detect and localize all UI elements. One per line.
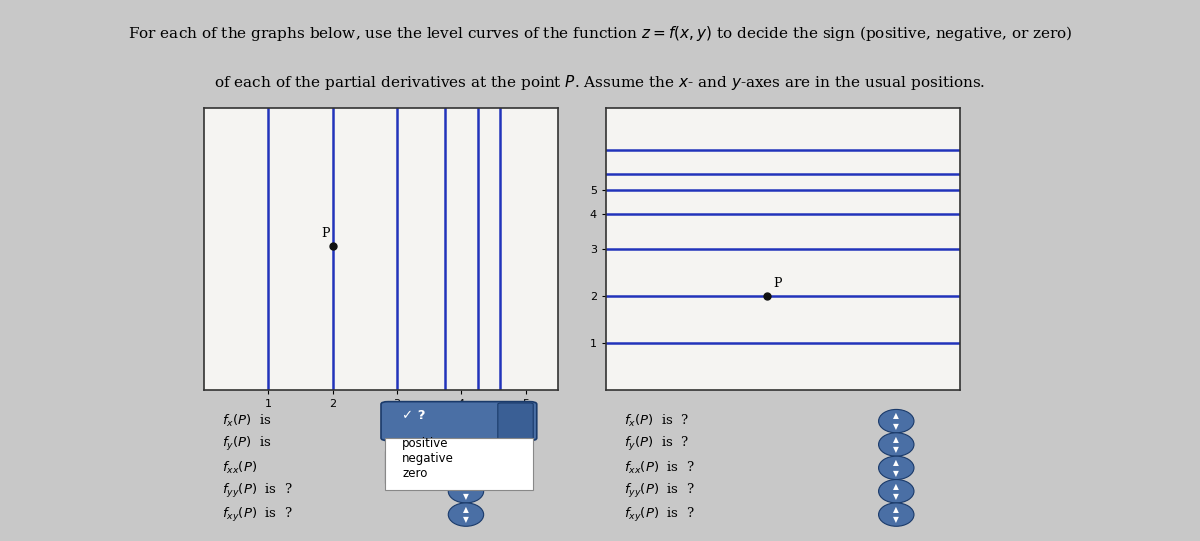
Text: ▲: ▲	[463, 505, 469, 514]
Text: For each of the graphs below, use the level curves of the function $z = f(x, y)$: For each of the graphs below, use the le…	[127, 24, 1073, 43]
Text: negative: negative	[402, 452, 454, 465]
Ellipse shape	[449, 479, 484, 503]
Text: $f_{yy}(P)$  is  ?: $f_{yy}(P)$ is ?	[624, 482, 695, 500]
Text: ▼: ▼	[463, 492, 469, 501]
Text: zero: zero	[402, 466, 427, 479]
Text: ▼: ▼	[463, 515, 469, 524]
Ellipse shape	[878, 479, 914, 503]
Text: $f_y(P)$  is  ?: $f_y(P)$ is ?	[624, 436, 689, 453]
Text: $f_{xy}(P)$  is  ?: $f_{xy}(P)$ is ?	[624, 506, 695, 524]
Text: ▼: ▼	[893, 445, 899, 454]
Text: P: P	[773, 278, 782, 291]
Text: ▲: ▲	[463, 481, 469, 491]
Text: ▲: ▲	[893, 411, 899, 420]
Text: ▲: ▲	[893, 435, 899, 444]
Text: of each of the partial derivatives at the point $P$. Assume the $x$- and $y$-axe: of each of the partial derivatives at th…	[215, 73, 985, 92]
Ellipse shape	[878, 456, 914, 479]
Text: ▼: ▼	[893, 469, 899, 478]
Text: ▼: ▼	[893, 492, 899, 501]
Text: $f_{xx}(P)$: $f_{xx}(P)$	[222, 460, 257, 476]
Ellipse shape	[878, 503, 914, 526]
Text: $f_y(P)$  is: $f_y(P)$ is	[222, 436, 271, 453]
FancyBboxPatch shape	[384, 438, 533, 490]
Ellipse shape	[878, 433, 914, 456]
Text: ▲: ▲	[893, 505, 899, 514]
Text: $f_{yy}(P)$  is  ?: $f_{yy}(P)$ is ?	[222, 482, 293, 500]
FancyBboxPatch shape	[498, 403, 533, 439]
Ellipse shape	[449, 503, 484, 526]
Text: P: P	[322, 227, 330, 240]
Text: positive: positive	[402, 437, 449, 450]
Text: $f_x(P)$  is: $f_x(P)$ is	[222, 413, 271, 429]
Text: ✓ ?: ✓ ?	[402, 410, 426, 423]
Text: $f_{xx}(P)$  is  ?: $f_{xx}(P)$ is ?	[624, 460, 695, 476]
Ellipse shape	[878, 410, 914, 433]
Text: ▲: ▲	[893, 458, 899, 467]
FancyBboxPatch shape	[384, 451, 520, 484]
FancyBboxPatch shape	[382, 401, 536, 440]
Text: ▼: ▼	[893, 422, 899, 431]
Text: ▲: ▲	[893, 481, 899, 491]
Text: $f_{xy}(P)$  is  ?: $f_{xy}(P)$ is ?	[222, 506, 293, 524]
Text: ▼: ▼	[893, 515, 899, 524]
Text: $f_x(P)$  is  ?: $f_x(P)$ is ?	[624, 413, 689, 429]
